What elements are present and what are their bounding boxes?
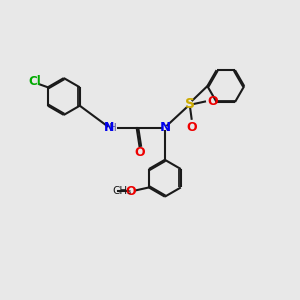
Text: Cl: Cl <box>28 75 41 88</box>
Text: O: O <box>186 121 197 134</box>
Text: S: S <box>185 97 195 111</box>
Text: O: O <box>208 95 218 108</box>
Text: CH₃: CH₃ <box>112 186 132 196</box>
Text: O: O <box>126 184 136 197</box>
Text: O: O <box>135 146 145 159</box>
Text: N: N <box>104 121 114 134</box>
Text: N: N <box>159 121 170 134</box>
Text: H: H <box>109 123 117 133</box>
